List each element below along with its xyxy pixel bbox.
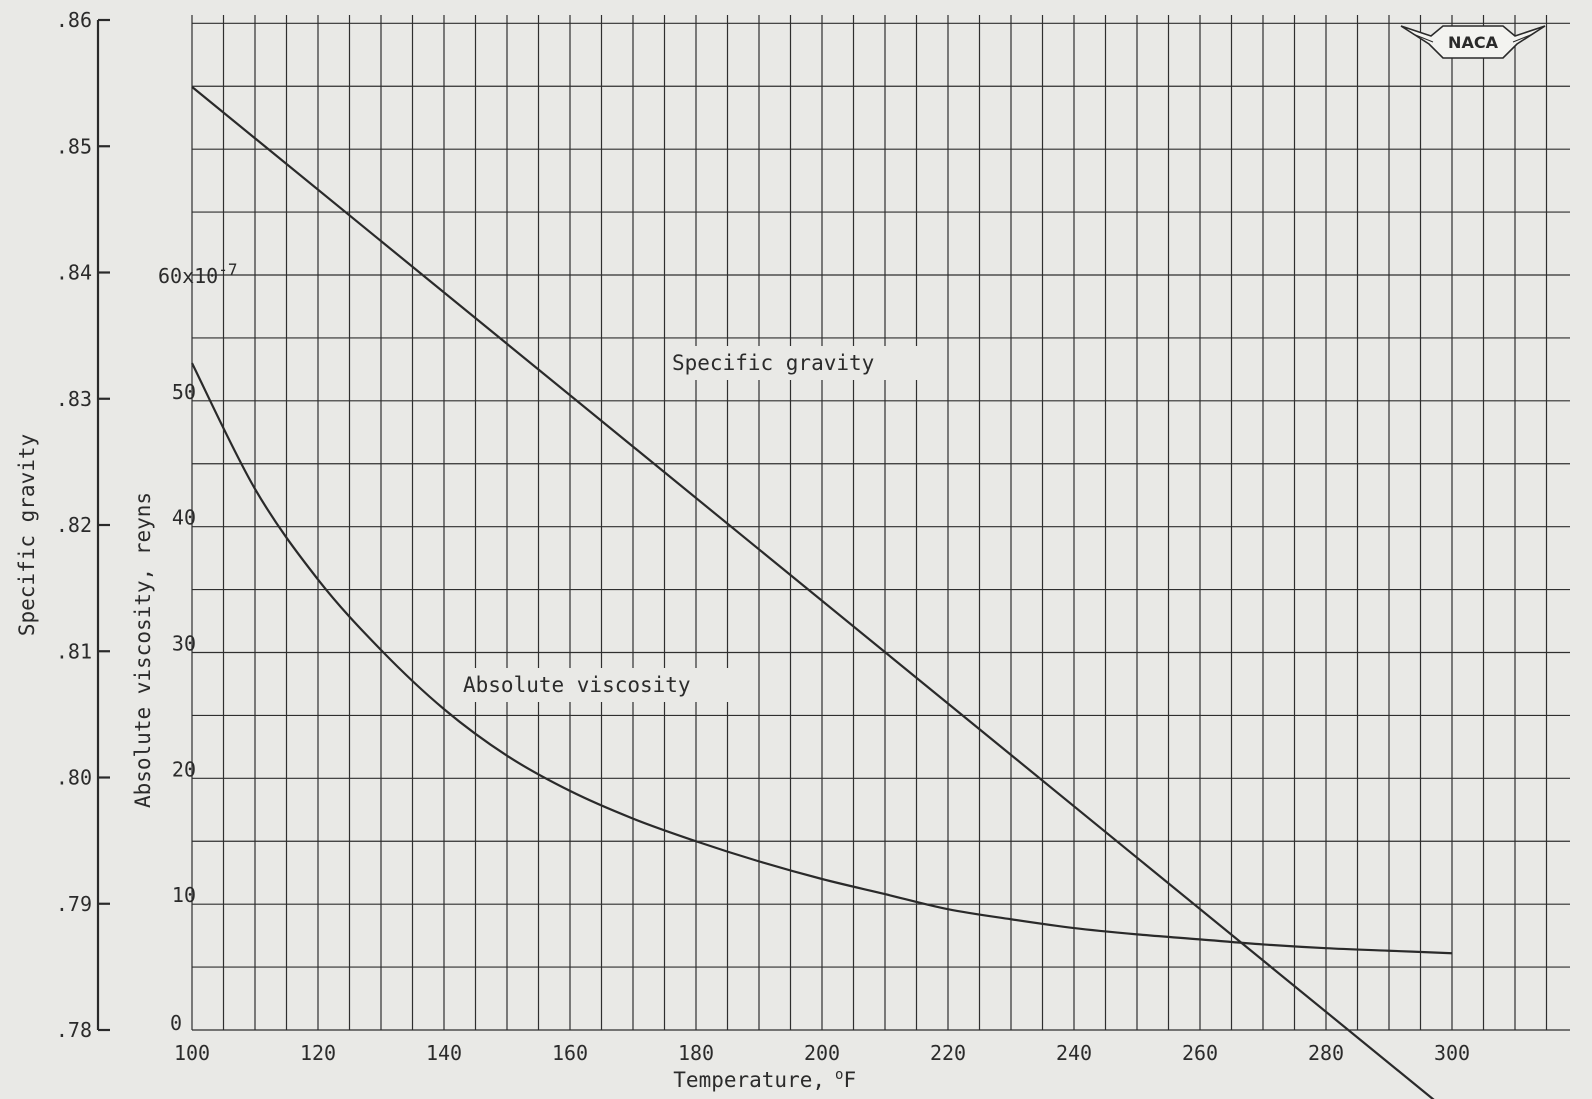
x-axis-unit-letter: F: [843, 1068, 856, 1092]
y-left-tick-label: .81: [56, 639, 92, 663]
specific-gravity-label: Specific gravity: [672, 351, 874, 375]
x-tick-label: 200: [804, 1041, 840, 1065]
x-tick-label: 240: [1056, 1041, 1092, 1065]
y-left-tick-label: .79: [56, 892, 92, 916]
y-right-top-tick-prefix: 60x10: [158, 264, 218, 288]
x-tick-label: 280: [1308, 1041, 1344, 1065]
y-right-tick-label: 0: [170, 1011, 182, 1035]
y-left-tick-label: .86: [56, 8, 92, 32]
x-axis-title: Temperature,: [673, 1068, 825, 1092]
specific-gravity-label-bg: [666, 346, 924, 380]
y-left-tick-label: .84: [56, 261, 92, 285]
absolute-viscosity-line: [191, 362, 1453, 955]
x-tick-label: 220: [930, 1041, 966, 1065]
grid: [191, 15, 1570, 1031]
x-tick-label: 120: [300, 1041, 336, 1065]
y-left-axis-title: Specific gravity: [15, 434, 39, 636]
logo-text: NACA: [1448, 33, 1499, 52]
y-right-axis-title: Absolute viscosity, reyns: [131, 492, 155, 808]
y-right-top-tick-exp: -7: [218, 260, 237, 279]
y-left-tick-label: .80: [56, 766, 92, 790]
y-left-tick-label: .82: [56, 513, 92, 537]
x-tick-label: 300: [1434, 1041, 1470, 1065]
degree-sign: o: [835, 1067, 843, 1083]
x-tick-label: 140: [426, 1041, 462, 1065]
y-right-top-tick: 60x10-7: [158, 260, 237, 288]
x-tick-label: 180: [678, 1041, 714, 1065]
absolute-viscosity-label: Absolute viscosity: [463, 673, 691, 697]
y-left-tick-label: .83: [56, 387, 92, 411]
y-right-tick-label: 40: [172, 506, 196, 530]
x-tick-label: 160: [552, 1041, 588, 1065]
y-right-tick-label: 30: [172, 632, 196, 656]
x-tick-label: 100: [174, 1041, 210, 1065]
logo-wing-stripe: [1512, 33, 1534, 43]
viscosity-axis: 0 10 20 30 40 50: [170, 380, 196, 1035]
y-left-tick-label: .78: [56, 1018, 92, 1042]
logo-wing-stripe: [1412, 33, 1434, 43]
y-right-tick-label: 20: [172, 757, 196, 781]
y-right-tick-label: 50: [172, 380, 196, 404]
temperature-axis: 100 120 140 160 180 200 220 240 260 280 300: [174, 1041, 1470, 1065]
y-right-tick-label: 10: [172, 883, 196, 907]
series-group: Specific gravity Absolute viscosity: [191, 86, 1453, 1099]
logo-wings: [1400, 25, 1546, 59]
specific-gravity-axis: .78 .79 .80 .81 .82 .83 .84 .85 .86: [56, 8, 110, 1042]
absolute-viscosity-label-bg: [457, 668, 757, 702]
naca-logo: NACA: [1400, 25, 1546, 59]
x-axis-unit: oF: [835, 1067, 856, 1092]
x-tick-label: 260: [1182, 1041, 1218, 1065]
y-left-tick-label: .85: [56, 134, 92, 158]
